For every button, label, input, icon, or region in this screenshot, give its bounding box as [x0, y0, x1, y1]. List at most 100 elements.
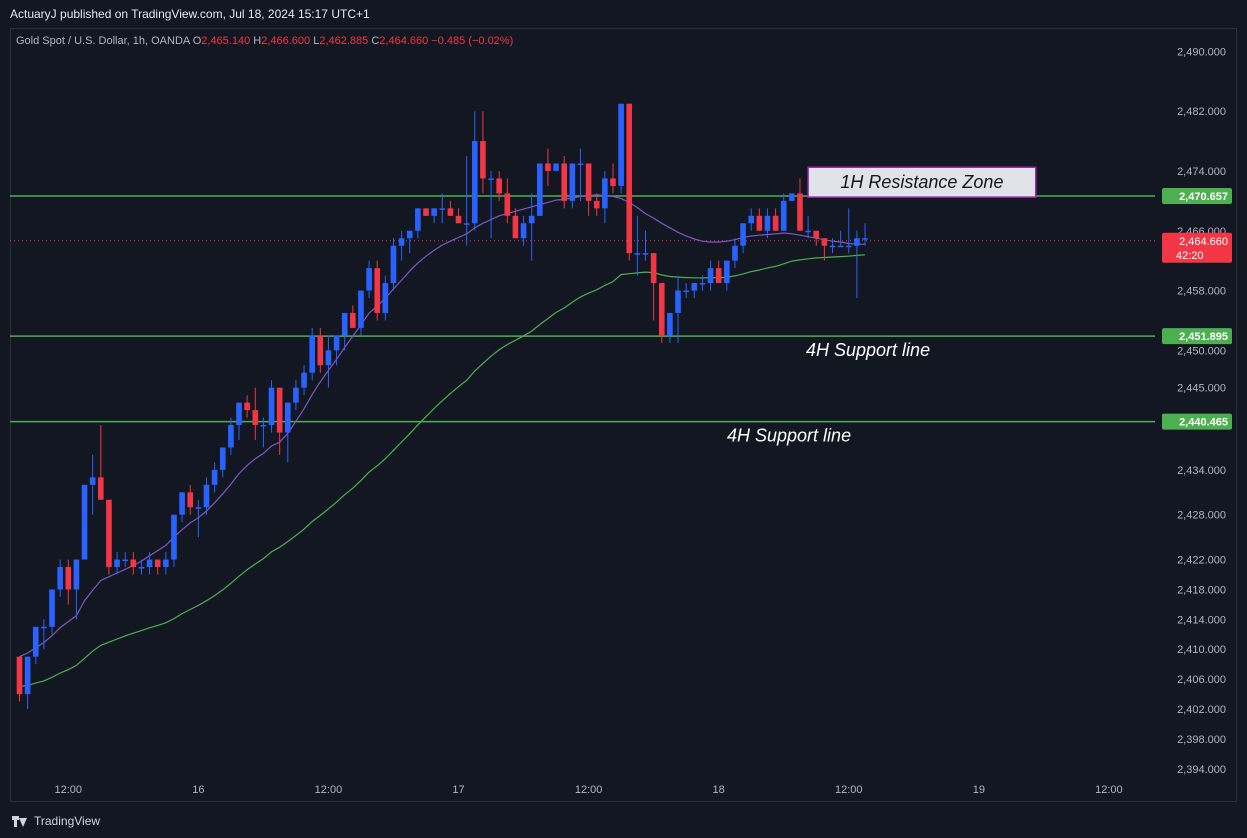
candle-body[interactable] [764, 215, 771, 231]
candle-body[interactable] [480, 141, 486, 179]
candle-body[interactable] [593, 200, 600, 209]
candle-body[interactable] [561, 163, 568, 201]
candle-body[interactable] [309, 335, 315, 373]
candle-body[interactable] [496, 178, 502, 194]
candle-body[interactable] [455, 215, 462, 224]
candle-body[interactable] [545, 163, 551, 171]
candle-body[interactable] [772, 215, 779, 231]
candle-body[interactable] [577, 163, 584, 166]
candle-body[interactable] [537, 163, 543, 216]
candle-body[interactable] [228, 425, 234, 448]
candle-body[interactable] [195, 507, 202, 509]
candle-body[interactable] [569, 163, 576, 201]
candle-body[interactable] [138, 567, 145, 569]
candle-body[interactable] [187, 492, 194, 508]
candle-body[interactable] [146, 559, 153, 568]
candle-body[interactable] [374, 268, 381, 313]
candle-body[interactable] [691, 283, 698, 291]
candle-body[interactable] [463, 223, 470, 225]
candle-body[interactable] [683, 290, 689, 293]
candle-body[interactable] [293, 387, 299, 403]
candle-body[interactable] [268, 387, 275, 426]
candle-body[interactable] [707, 268, 714, 284]
candle-body[interactable] [618, 103, 624, 186]
candle-body[interactable] [634, 253, 641, 255]
candle-body[interactable] [41, 626, 47, 629]
candle-body[interactable] [829, 245, 836, 248]
candle-body[interactable] [81, 484, 88, 560]
candle-body[interactable] [382, 283, 389, 313]
candle-body[interactable] [415, 208, 421, 231]
tradingview-logo[interactable]: TradingView [12, 814, 100, 828]
candle-body[interactable] [667, 312, 673, 336]
candle-body[interactable] [837, 245, 844, 248]
candle-body[interactable] [260, 425, 267, 427]
candle-body[interactable] [244, 402, 250, 411]
candle-body[interactable] [122, 559, 128, 562]
candle-body[interactable] [821, 238, 828, 246]
candle-body[interactable] [390, 245, 397, 284]
candle-body[interactable] [650, 253, 657, 284]
candle-body[interactable] [780, 200, 787, 231]
candle-body[interactable] [49, 589, 55, 627]
candle-body[interactable] [626, 103, 633, 254]
candle-body[interactable] [512, 215, 519, 239]
candle-body[interactable] [130, 559, 137, 568]
candle-body[interactable] [447, 208, 454, 216]
candle-body[interactable] [845, 245, 852, 248]
candle-body[interactable] [724, 260, 730, 284]
candle-body[interactable] [98, 477, 104, 500]
candle-body[interactable] [740, 223, 746, 246]
candle-body[interactable] [748, 215, 754, 224]
candle-body[interactable] [854, 238, 860, 246]
candle-body[interactable] [16, 656, 23, 695]
candle-body[interactable] [73, 559, 80, 590]
candle-body[interactable] [406, 230, 413, 239]
candle-body[interactable] [57, 567, 63, 590]
candle-body[interactable] [813, 230, 820, 239]
candle-body[interactable] [553, 163, 559, 171]
candle-body[interactable] [715, 268, 722, 284]
candle-body[interactable] [797, 193, 803, 231]
candle-body[interactable] [756, 215, 763, 231]
candle-body[interactable] [65, 567, 72, 590]
candle-body[interactable] [528, 215, 535, 224]
candle-body[interactable] [325, 350, 332, 366]
candle-body[interactable] [203, 484, 210, 508]
candle-body[interactable] [317, 335, 324, 366]
candle-body[interactable] [163, 559, 169, 568]
candle-body[interactable] [732, 245, 738, 261]
candle-body[interactable] [504, 193, 511, 216]
candle-body[interactable] [89, 477, 96, 485]
candle-body[interactable] [333, 335, 340, 351]
candle-body[interactable] [301, 372, 307, 388]
candle-body[interactable] [341, 312, 348, 336]
candle-body[interactable] [154, 559, 161, 568]
candle-body[interactable] [276, 387, 283, 433]
candle-body[interactable] [520, 223, 527, 239]
candle-body[interactable] [471, 141, 478, 224]
candle-body[interactable] [488, 178, 494, 180]
candle-body[interactable] [658, 283, 665, 336]
candle-body[interactable] [699, 283, 706, 285]
candle-body[interactable] [350, 312, 356, 328]
candle-body[interactable] [398, 238, 405, 246]
candle-body[interactable] [24, 656, 31, 695]
candle-body[interactable] [32, 626, 39, 657]
candle-body[interactable] [675, 290, 681, 313]
candle-body[interactable] [439, 208, 446, 210]
candle-body[interactable] [114, 559, 120, 568]
candle-body[interactable] [171, 514, 177, 560]
candle-body[interactable] [236, 402, 242, 426]
candle-body[interactable] [805, 230, 811, 233]
candle-body[interactable] [423, 208, 429, 216]
candle-body[interactable] [602, 178, 608, 209]
candle-body[interactable] [106, 499, 112, 568]
candle-body[interactable] [252, 410, 259, 426]
candle-body[interactable] [862, 238, 868, 240]
candle-body[interactable] [179, 492, 185, 515]
candle-body[interactable] [284, 402, 291, 433]
candle-body[interactable] [431, 208, 437, 216]
candle-body[interactable] [610, 178, 616, 186]
candle-body[interactable] [358, 290, 364, 328]
